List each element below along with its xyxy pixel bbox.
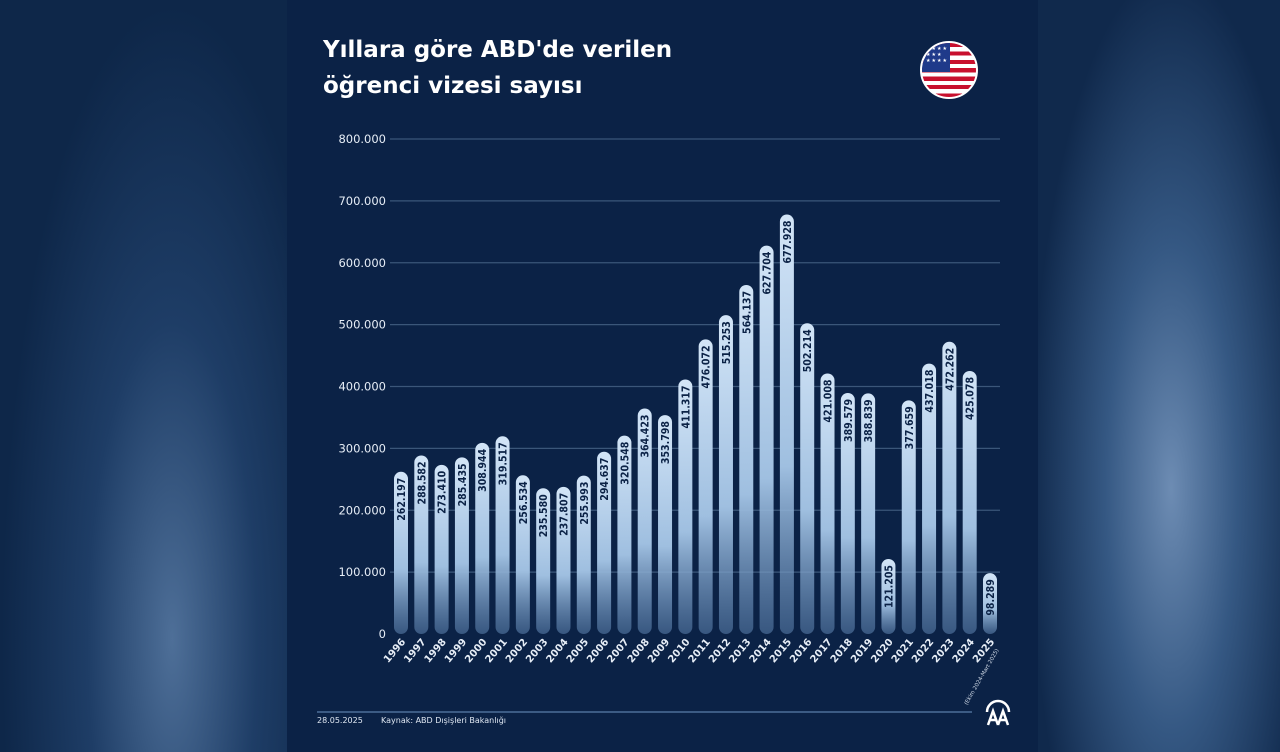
data-label: 353.798 — [660, 421, 672, 464]
data-label: 294.637 — [599, 458, 611, 501]
bar-2002 — [515, 475, 530, 634]
data-label: 502.214 — [802, 329, 814, 372]
bar-2014 — [759, 245, 774, 634]
data-label: 121.205 — [883, 565, 895, 608]
y-tick-label: 700.000 — [338, 194, 386, 208]
data-label: 288.582 — [416, 461, 428, 504]
bar-1997 — [414, 455, 429, 634]
bar-2015 — [779, 214, 794, 634]
bar-2008 — [637, 408, 652, 634]
flag-stars: ★★★★ ★★★ ★★★★ — [922, 43, 950, 72]
bar-2004 — [556, 486, 571, 634]
bar-2025 — [983, 573, 997, 634]
data-label: 411.317 — [680, 385, 692, 428]
data-label: 364.423 — [640, 415, 652, 458]
data-label: 388.839 — [863, 399, 875, 442]
bar-2013 — [739, 284, 754, 634]
bar-2011 — [698, 339, 713, 634]
bar-2021 — [901, 400, 916, 634]
data-label: 425.078 — [965, 377, 977, 420]
data-label: 377.659 — [904, 406, 916, 449]
us-flag-icon: ★★★★ ★★★ ★★★★ — [920, 41, 978, 99]
y-tick-label: 500.000 — [338, 318, 386, 332]
data-label: 472.262 — [944, 348, 956, 391]
bar-2023 — [942, 341, 957, 634]
data-label: 308.944 — [477, 448, 489, 491]
blurred-background-left — [0, 0, 287, 752]
blurred-background-right — [1038, 0, 1280, 752]
bar-2020 — [881, 559, 896, 634]
data-label: 255.993 — [579, 482, 591, 525]
bar-2024 — [962, 370, 977, 634]
y-tick-label: 800.000 — [338, 132, 386, 146]
data-label: 256.534 — [518, 481, 530, 524]
bar-2003 — [536, 488, 551, 634]
bar-2006 — [597, 451, 612, 634]
data-label: 515.253 — [721, 321, 733, 364]
bar-1996 — [394, 471, 408, 634]
data-label: 235.580 — [538, 494, 550, 537]
bar-2016 — [800, 323, 815, 634]
bar-1999 — [454, 457, 469, 634]
title-line-1: Yıllara göre ABD'de verilen — [323, 37, 673, 63]
bar-2007 — [617, 435, 632, 634]
footer-divider — [317, 711, 972, 713]
data-label: 98.289 — [985, 579, 997, 615]
bar-2018 — [840, 392, 855, 634]
bar-2000 — [475, 442, 490, 634]
bar-2012 — [718, 315, 733, 634]
y-tick-label: 400.000 — [338, 380, 386, 394]
bar-2009 — [658, 415, 673, 634]
data-label: 627.704 — [762, 251, 774, 294]
data-label: 273.410 — [437, 470, 449, 513]
footer-date: 28.05.2025 — [317, 716, 363, 725]
y-tick-label: 600.000 — [338, 256, 386, 270]
bar-2005 — [576, 475, 591, 634]
data-label: 237.807 — [558, 493, 570, 536]
y-tick-label: 200.000 — [338, 503, 386, 517]
y-tick-label: 100.000 — [338, 565, 386, 579]
footer-source: Kaynak: ABD Dışişleri Bakanlığı — [381, 716, 506, 725]
data-label: 285.435 — [457, 463, 469, 506]
data-label: 677.928 — [782, 221, 794, 264]
bar-2001 — [495, 436, 510, 634]
data-label: 262.197 — [396, 478, 408, 521]
data-label: 421.008 — [823, 380, 835, 423]
data-label: 476.072 — [701, 345, 713, 388]
bar-2022 — [922, 363, 937, 634]
y-tick-label: 0 — [379, 627, 386, 641]
data-label: 389.579 — [843, 399, 855, 442]
title-line-2: öğrenci vizesi sayısı — [323, 73, 583, 99]
bar-2017 — [820, 373, 835, 634]
bar-1998 — [434, 464, 449, 634]
data-label: 437.018 — [924, 370, 936, 413]
aa-logo-icon — [985, 699, 1011, 726]
bar-2010 — [678, 379, 693, 634]
chart-title: Yıllara göre ABD'de verilen öğrenci vize… — [323, 32, 672, 104]
y-tick-label: 300.000 — [338, 441, 386, 455]
data-label: 564.137 — [741, 291, 753, 334]
data-label: 319.517 — [498, 442, 510, 485]
data-label: 320.548 — [619, 442, 631, 485]
bar-2019 — [861, 393, 876, 634]
